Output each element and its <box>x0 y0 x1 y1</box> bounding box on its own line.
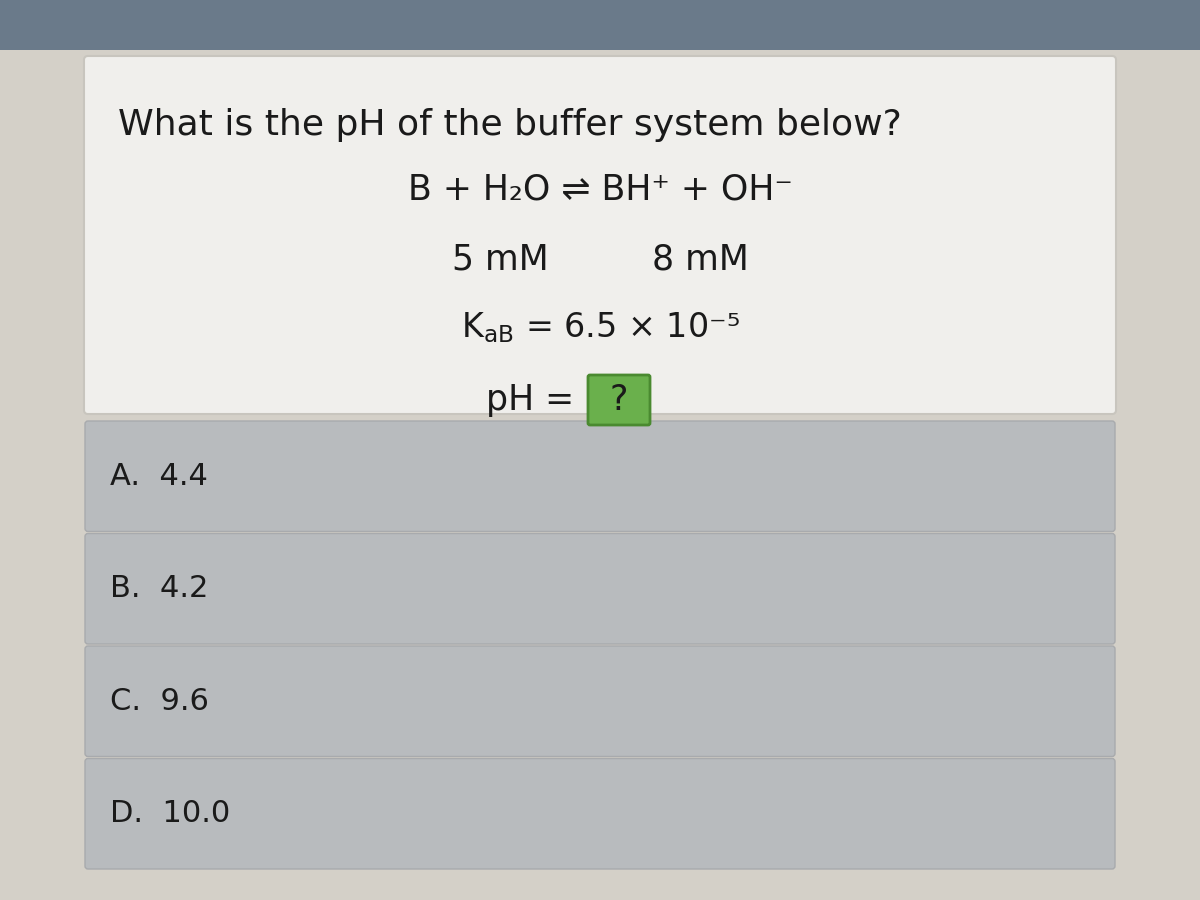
Text: D.  10.0: D. 10.0 <box>110 799 230 828</box>
Text: 8 mM: 8 mM <box>652 243 749 277</box>
Text: 5 mM: 5 mM <box>451 243 548 277</box>
Text: What is the pH of the buffer system below?: What is the pH of the buffer system belo… <box>118 108 901 142</box>
FancyBboxPatch shape <box>85 421 1115 532</box>
Text: A.  4.4: A. 4.4 <box>110 462 208 490</box>
Bar <box>0 0 1200 50</box>
FancyBboxPatch shape <box>588 375 650 425</box>
Text: pH =: pH = <box>486 383 586 417</box>
FancyBboxPatch shape <box>85 534 1115 644</box>
FancyBboxPatch shape <box>85 646 1115 757</box>
Text: B + H₂O ⇌ BH⁺ + OH⁻: B + H₂O ⇌ BH⁺ + OH⁻ <box>408 173 792 207</box>
Text: C.  9.6: C. 9.6 <box>110 687 209 716</box>
FancyBboxPatch shape <box>85 759 1115 869</box>
FancyBboxPatch shape <box>84 56 1116 414</box>
Text: ?: ? <box>610 383 628 417</box>
Text: B.  4.2: B. 4.2 <box>110 574 209 603</box>
Text: $\mathregular{K_{aB}}$ = 6.5 × 10⁻⁵: $\mathregular{K_{aB}}$ = 6.5 × 10⁻⁵ <box>461 310 739 346</box>
